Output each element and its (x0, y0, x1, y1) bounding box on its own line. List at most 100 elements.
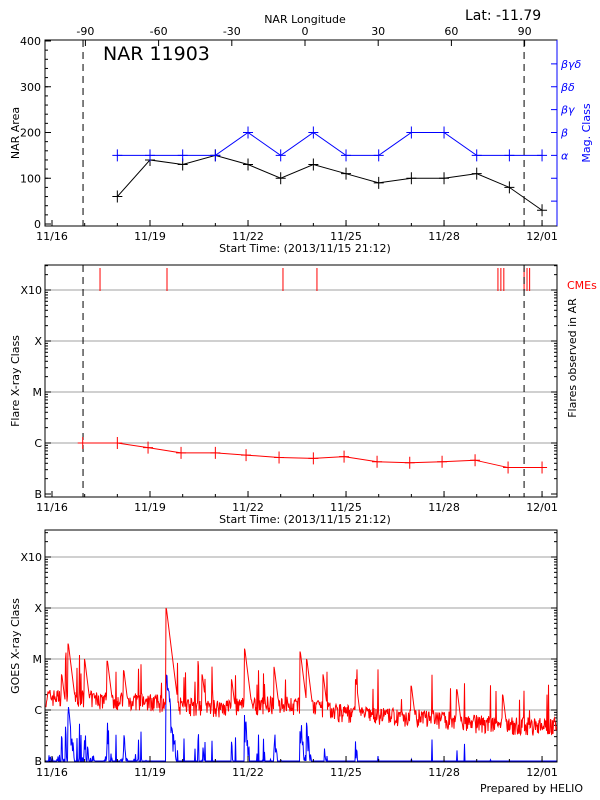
flare-point (503, 461, 514, 474)
cme-label: CMEs (567, 279, 597, 292)
y-axis-title: GOES X-ray Class (9, 598, 22, 694)
panel-goes: B C M X X10 GOES X-ray Class 11/16 11/19 11/22 11… (9, 529, 558, 779)
mag-point (210, 149, 221, 162)
y-tick-label: 400 (20, 35, 41, 48)
x-tick-label: 12/01 (526, 501, 558, 514)
flare-point (241, 449, 252, 462)
flare-point (274, 451, 285, 464)
x-axis-title: Start Time: (2013/11/15 21:12) (219, 513, 391, 526)
area-point (308, 158, 319, 171)
goes-long-series (45, 607, 557, 737)
y-tick-label: X (34, 335, 42, 348)
region-title: NAR 11903 (103, 43, 210, 65)
mag-point (177, 149, 188, 162)
footer-credit: Prepared by HELIO (480, 782, 583, 795)
latitude-label: Lat: -11.79 (465, 8, 541, 24)
y-tick-label: 0 (34, 218, 41, 231)
x-tick-label: 11/19 (134, 501, 166, 514)
y-tick-label: C (34, 704, 42, 717)
flare-point (537, 461, 548, 474)
mag-point (373, 149, 384, 162)
area-point (275, 172, 286, 185)
top-tick-label: 0 (302, 25, 309, 38)
area-point (341, 167, 352, 180)
mag-point (504, 149, 515, 162)
mag-class-label: βδ (560, 81, 575, 94)
area-point (243, 158, 254, 171)
flare-point (404, 456, 415, 469)
x-tick-label: 11/28 (428, 501, 460, 514)
flare-point (176, 446, 187, 459)
top-tick-label: -90 (76, 25, 94, 38)
mag-class-label: α (561, 149, 569, 162)
mag-series-line (117, 131, 543, 156)
top-axis-title: NAR Longitude (264, 13, 346, 26)
x-tick-label: 11/19 (134, 766, 166, 779)
x-tick-label: 11/28 (428, 766, 460, 779)
y-tick-label: X (34, 602, 42, 615)
mag-point (406, 126, 417, 139)
flare-point (339, 450, 350, 463)
x-tick-label: 11/25 (330, 501, 362, 514)
mag-point (243, 126, 254, 139)
panel-flare-class: B C M X X10 Flare X-ray Class Flares observed … (9, 264, 597, 526)
y-tick-label: 100 (20, 172, 41, 185)
area-point (537, 204, 548, 217)
flare-point (77, 437, 88, 449)
y-axis-title: Flare X-ray Class (9, 335, 22, 427)
top-tick-label: 60 (444, 25, 458, 38)
flare-series-line (82, 442, 543, 469)
mag-class-label: βγδ (560, 58, 582, 71)
plot-frame (44, 264, 558, 498)
x-tick-label: 11/16 (36, 766, 68, 779)
y-tick-label: B (34, 755, 42, 768)
y-tick-label: B (34, 488, 42, 501)
goes-short-series (46, 674, 557, 763)
top-tick-label: 90 (518, 25, 532, 38)
area-point (373, 176, 384, 189)
y-axis-title: NAR Area (9, 107, 22, 159)
x-tick-label: 11/16 (36, 230, 68, 243)
flare-point (210, 446, 221, 459)
x-tick-label: 12/01 (526, 766, 558, 779)
x-tick-label: 11/25 (330, 766, 362, 779)
mag-class-label: βγ (560, 104, 575, 117)
mag-class-label: β (560, 127, 568, 140)
y-tick-label: M (33, 653, 43, 666)
x-tick-label: 11/16 (36, 501, 68, 514)
top-tick-label: 30 (371, 25, 385, 38)
flare-point (112, 437, 123, 449)
x-tick-label: 11/25 (330, 230, 362, 243)
area-point (406, 172, 417, 185)
mag-point (341, 149, 352, 162)
x-tick-label: 11/19 (134, 230, 166, 243)
mag-point (145, 149, 156, 162)
x-tick-label: 11/22 (232, 230, 264, 243)
flare-point (372, 455, 383, 468)
area-series-line (116, 154, 543, 211)
flare-point (470, 454, 481, 467)
x-tick-label: 11/22 (232, 766, 264, 779)
y-tick-label: 300 (20, 81, 41, 94)
flare-point (437, 455, 448, 468)
y-tick-label: C (34, 437, 42, 450)
x-tick-label: 11/28 (428, 230, 460, 243)
y-tick-label: M (33, 386, 43, 399)
mag-point (439, 126, 450, 139)
top-tick-label: -30 (223, 25, 241, 38)
mag-point (112, 149, 123, 162)
area-point (112, 190, 123, 203)
y-tick-label: 200 (20, 127, 41, 140)
flare-point (308, 452, 319, 465)
mag-point (471, 149, 482, 162)
x-tick-label: 11/22 (232, 501, 264, 514)
mag-point (308, 126, 319, 139)
y-tick-label: X10 (20, 284, 42, 297)
x-axis-title: Start Time: (2013/11/15 21:12) (219, 242, 391, 255)
flare-point (143, 441, 154, 454)
y-tick-label: X10 (20, 551, 42, 564)
mag-point (537, 149, 548, 162)
right-axis-title: Mag. Class (580, 103, 593, 162)
area-point (439, 172, 450, 185)
